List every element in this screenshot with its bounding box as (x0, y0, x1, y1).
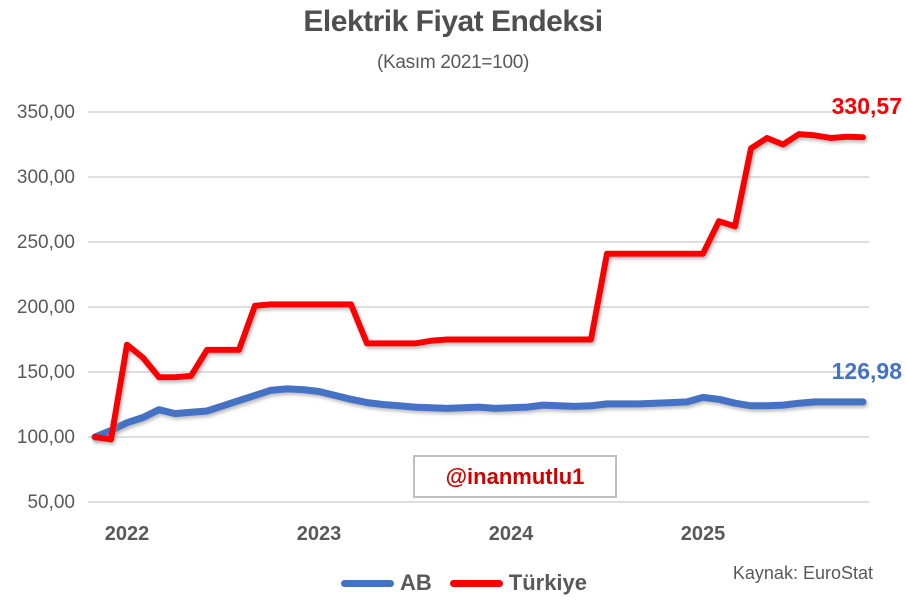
turkiye-line (92, 131, 866, 443)
x-tick-label-2023: 2023 (297, 523, 342, 545)
chart-title: Elektrik Fiyat Endeksi (303, 5, 603, 38)
series-lines (91, 131, 867, 443)
y-tick-label-250: 250,00 (17, 232, 75, 253)
turkiye-legend-label: Türkiye (508, 570, 588, 595)
y-axis-labels: 350,00 300,00 250,00 200,00 150,00 100,00 50,0… (17, 102, 75, 513)
legend-item-ab: AB (340, 570, 432, 596)
watermark-box: @inanmutlu1 (413, 455, 617, 498)
y-tick-label-350: 350,00 (17, 102, 75, 123)
ab-line (91, 385, 867, 441)
chart-subtitle: (Kasım 2021=100) (376, 52, 530, 73)
y-tick-label-50: 50,00 (27, 492, 75, 513)
y-tick-label-150: 150,00 (17, 362, 75, 383)
y-tick-label-200: 200,00 (17, 297, 75, 318)
data-labels: 126,98 330,57 (832, 93, 903, 384)
ab-legend-label: AB (399, 570, 432, 595)
gridlines (88, 111, 869, 503)
ab-line-swatch (340, 579, 394, 587)
x-tick-label-2024: 2024 (489, 523, 534, 545)
source-note: Kaynak: EuroStat (732, 563, 873, 583)
x-tick-label-2025: 2025 (681, 523, 726, 545)
x-axis-labels: 2022 2023 2024 2025 (105, 523, 726, 545)
y-tick-label-300: 300,00 (17, 167, 75, 188)
turkiye-end-label: 330,57 (832, 93, 902, 119)
turkiye-line-swatch (449, 579, 503, 587)
legend: AB Türkiye (0, 569, 906, 597)
ab-end-label: 126,98 (832, 358, 903, 384)
legend-item-turkiye: Türkiye (449, 570, 588, 596)
y-tick-label-100: 100,00 (17, 427, 75, 448)
watermark-text: @inanmutlu1 (445, 463, 585, 489)
x-tick-label-2022: 2022 (105, 523, 150, 545)
